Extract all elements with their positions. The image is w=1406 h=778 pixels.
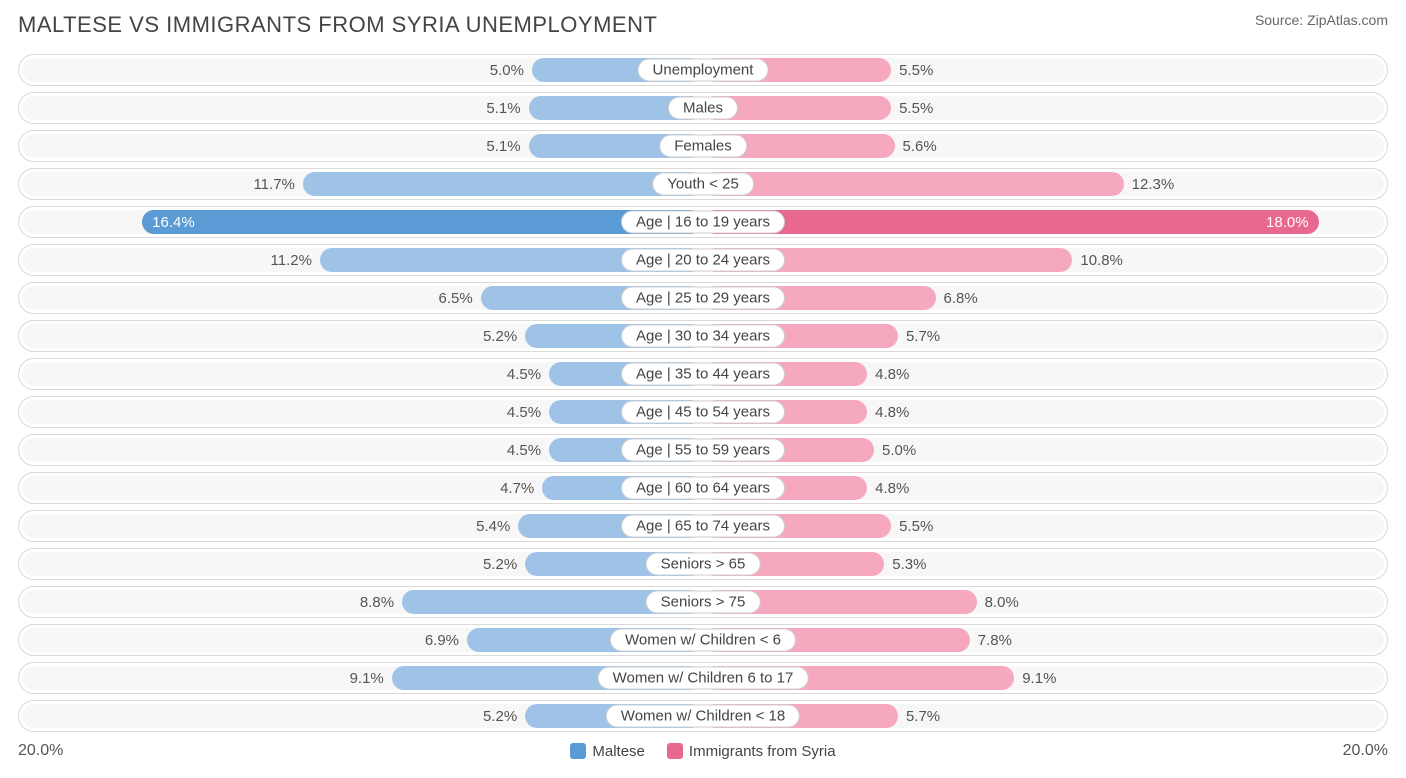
value-left: 9.1%: [350, 663, 392, 693]
value-left: 6.5%: [439, 283, 481, 313]
chart-row: 8.8% 8.0% Seniors > 75: [18, 586, 1388, 618]
value-left: 5.2%: [483, 701, 525, 731]
value-right: 18.0%: [703, 207, 1319, 237]
row-label: Males: [668, 97, 738, 120]
row-label: Unemployment: [638, 59, 769, 82]
value-left: 11.2%: [271, 245, 320, 275]
value-left: 4.7%: [500, 473, 542, 503]
chart-row: 5.2% 5.7% Women w/ Children < 18: [18, 700, 1388, 732]
value-right: 12.3%: [1124, 169, 1175, 199]
chart-row: 5.4% 5.5% Age | 65 to 74 years: [18, 510, 1388, 542]
row-label: Age | 35 to 44 years: [621, 363, 785, 386]
value-right: 5.7%: [898, 701, 940, 731]
value-right: 5.5%: [891, 55, 933, 85]
row-label: Age | 55 to 59 years: [621, 439, 785, 462]
row-label: Age | 25 to 29 years: [621, 287, 785, 310]
chart-row: 6.5% 6.8% Age | 25 to 29 years: [18, 282, 1388, 314]
chart-row: 5.2% 5.3% Seniors > 65: [18, 548, 1388, 580]
row-label: Females: [659, 135, 747, 158]
row-label: Women w/ Children < 6: [610, 629, 796, 652]
chart-row: 4.5% 4.8% Age | 45 to 54 years: [18, 396, 1388, 428]
chart-rows: 5.0% 5.5% Unemployment 5.1% 5.5% Males 5.1% 5.6…: [18, 54, 1388, 732]
row-label: Women w/ Children 6 to 17: [598, 667, 809, 690]
chart-row: 5.1% 5.5% Males: [18, 92, 1388, 124]
row-label: Age | 65 to 74 years: [621, 515, 785, 538]
chart-row: 11.2% 10.8% Age | 20 to 24 years: [18, 244, 1388, 276]
value-right: 5.0%: [874, 435, 916, 465]
bar-right: [703, 172, 1124, 196]
chart-row: 4.7% 4.8% Age | 60 to 64 years: [18, 472, 1388, 504]
value-left: 5.0%: [490, 55, 532, 85]
chart-row: 6.9% 7.8% Women w/ Children < 6: [18, 624, 1388, 656]
chart-row: 9.1% 9.1% Women w/ Children 6 to 17: [18, 662, 1388, 694]
value-left: 8.8%: [360, 587, 402, 617]
value-left: 5.4%: [476, 511, 518, 541]
value-right: 5.5%: [891, 511, 933, 541]
row-label: Youth < 25: [652, 173, 754, 196]
value-right: 4.8%: [867, 359, 909, 389]
value-left: 4.5%: [507, 359, 549, 389]
value-right: 5.5%: [891, 93, 933, 123]
value-left: 4.5%: [507, 435, 549, 465]
chart-row: 11.7% 12.3% Youth < 25: [18, 168, 1388, 200]
value-left: 4.5%: [507, 397, 549, 427]
chart-row: 16.4%18.0%Age | 16 to 19 years: [18, 206, 1388, 238]
value-left: 5.2%: [483, 321, 525, 351]
value-left: 11.7%: [253, 169, 302, 199]
value-left: 5.1%: [486, 131, 528, 161]
value-left: 5.2%: [483, 549, 525, 579]
value-right: 8.0%: [977, 587, 1019, 617]
value-left: 16.4%: [142, 207, 703, 237]
chart-row: 5.0% 5.5% Unemployment: [18, 54, 1388, 86]
row-label: Age | 30 to 34 years: [621, 325, 785, 348]
row-label: Women w/ Children < 18: [606, 705, 800, 728]
value-right: 5.6%: [895, 131, 937, 161]
axis-max-left: 20.0%: [18, 742, 63, 760]
chart-row: 4.5% 4.8% Age | 35 to 44 years: [18, 358, 1388, 390]
value-right: 10.8%: [1072, 245, 1123, 275]
source-label: Source: ZipAtlas.com: [1255, 12, 1388, 28]
value-right: 5.7%: [898, 321, 940, 351]
row-label: Seniors > 75: [646, 591, 761, 614]
value-left: 6.9%: [425, 625, 467, 655]
row-label: Age | 60 to 64 years: [621, 477, 785, 500]
chart-title: MALTESE VS IMMIGRANTS FROM SYRIA UNEMPLO…: [18, 12, 657, 38]
value-right: 4.8%: [867, 473, 909, 503]
value-right: 4.8%: [867, 397, 909, 427]
chart-row: 5.2% 5.7% Age | 30 to 34 years: [18, 320, 1388, 352]
row-label: Age | 16 to 19 years: [621, 211, 785, 234]
bar-left: [303, 172, 703, 196]
value-right: 5.3%: [884, 549, 926, 579]
value-right: 6.8%: [936, 283, 978, 313]
row-label: Seniors > 65: [646, 553, 761, 576]
row-label: Age | 20 to 24 years: [621, 249, 785, 272]
chart-row: 5.1% 5.6% Females: [18, 130, 1388, 162]
value-right: 9.1%: [1014, 663, 1056, 693]
row-label: Age | 45 to 54 years: [621, 401, 785, 424]
chart-row: 4.5% 5.0% Age | 55 to 59 years: [18, 434, 1388, 466]
axis-max-right: 20.0%: [1343, 742, 1388, 760]
value-left: 5.1%: [486, 93, 528, 123]
value-right: 7.8%: [970, 625, 1012, 655]
